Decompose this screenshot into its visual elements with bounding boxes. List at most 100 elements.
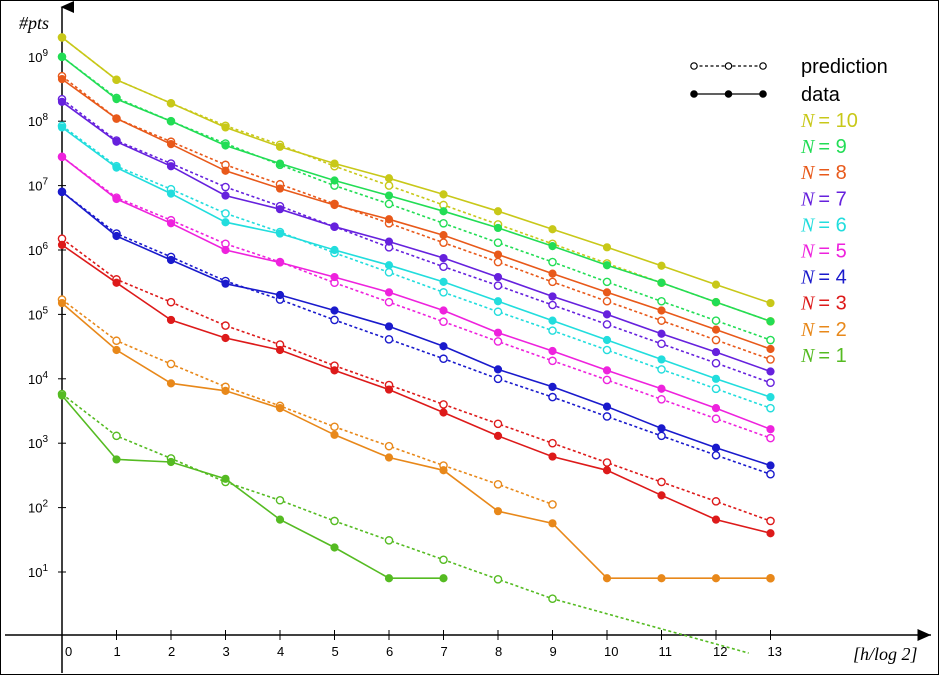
prediction-point <box>330 315 339 325</box>
data-point <box>657 424 666 433</box>
prediction-point <box>493 238 503 247</box>
data-point <box>711 298 721 307</box>
data-point <box>166 117 176 126</box>
series-6 <box>57 152 775 443</box>
data-point <box>166 379 176 388</box>
data-line <box>61 244 771 534</box>
data-point <box>657 355 666 364</box>
data-point <box>57 75 67 84</box>
prediction-point <box>221 182 230 192</box>
data-point <box>166 99 176 108</box>
prediction-point <box>330 422 339 432</box>
data-line <box>61 56 771 323</box>
data-point <box>275 258 285 267</box>
data-point <box>221 166 230 175</box>
data-point <box>766 298 775 308</box>
data-point <box>330 245 339 255</box>
data-point <box>112 163 121 172</box>
prediction-point <box>493 281 503 290</box>
data-line <box>61 101 771 373</box>
data-point <box>112 231 121 241</box>
y-tick-label: 107 <box>28 177 48 194</box>
data-point <box>548 225 557 234</box>
prediction-point <box>766 355 775 364</box>
x-tick-label: 5 <box>332 644 339 659</box>
legend-series-label: N = 9 <box>800 136 847 158</box>
x-tick-label: 11 <box>659 644 673 659</box>
prediction-point <box>548 257 557 267</box>
prediction-point <box>766 335 775 345</box>
data-point <box>602 288 612 297</box>
prediction-point <box>766 403 775 413</box>
data-point <box>711 515 721 524</box>
x-tick-label: 8 <box>495 644 502 659</box>
legend-series-label: N = 4 <box>800 267 847 289</box>
data-point <box>766 529 775 538</box>
data-point <box>602 402 612 411</box>
prediction-line <box>61 238 771 522</box>
data-point <box>439 574 448 583</box>
prediction-point <box>221 321 230 330</box>
legend-series-label: N = 5 <box>800 241 847 263</box>
data-point <box>439 277 448 286</box>
data-point <box>766 574 775 583</box>
data-line <box>61 126 771 398</box>
prediction-point <box>711 414 721 424</box>
data-point <box>112 345 121 355</box>
data-point <box>330 222 339 231</box>
data-point <box>166 315 176 325</box>
prediction-point <box>439 238 448 247</box>
x-tick-label: 13 <box>768 644 782 659</box>
prediction-point <box>384 297 394 307</box>
data-point <box>112 75 121 84</box>
prediction-point <box>275 495 285 505</box>
prediction-point <box>657 339 666 349</box>
data-point <box>548 452 557 461</box>
data-point <box>548 382 557 391</box>
data-point <box>602 366 612 375</box>
legend-data-marker <box>690 90 698 98</box>
data-point <box>602 243 612 252</box>
data-point <box>439 231 448 240</box>
legend-series-label: N = 1 <box>800 345 847 367</box>
data-point <box>57 123 67 132</box>
data-point <box>330 272 339 282</box>
x-tick-label: 3 <box>223 644 230 659</box>
data-point <box>657 306 666 315</box>
y-tick-label: 109 <box>28 48 48 65</box>
data-point <box>548 292 557 301</box>
legend-series-label: N = 2 <box>800 319 847 341</box>
data-point <box>439 207 448 216</box>
data-point <box>493 272 503 282</box>
prediction-point <box>766 516 775 526</box>
data-point <box>275 404 285 413</box>
data-point <box>548 241 557 251</box>
data-point <box>766 461 775 470</box>
data-point <box>112 278 121 287</box>
prediction-point <box>166 359 176 369</box>
data-point <box>221 333 230 343</box>
data-point <box>657 261 666 270</box>
x-tick-label: 6 <box>386 644 393 659</box>
y-tick-label: 103 <box>28 434 48 451</box>
data-point <box>766 392 775 402</box>
prediction-line <box>61 156 771 439</box>
data-point <box>384 215 394 224</box>
series-2 <box>57 52 775 345</box>
data-point <box>493 223 503 233</box>
data-point <box>493 250 503 259</box>
prediction-point <box>384 441 394 451</box>
prediction-point <box>493 419 503 429</box>
data-point <box>602 261 612 270</box>
data-point <box>711 374 721 383</box>
prediction-point <box>766 378 775 387</box>
data-point <box>602 310 612 319</box>
x-tick-label: 7 <box>441 644 448 659</box>
data-point <box>766 344 775 354</box>
data-point <box>275 159 285 168</box>
series-8 <box>57 234 775 538</box>
prediction-point <box>657 296 666 306</box>
prediction-point <box>112 336 121 346</box>
data-point <box>439 466 448 475</box>
